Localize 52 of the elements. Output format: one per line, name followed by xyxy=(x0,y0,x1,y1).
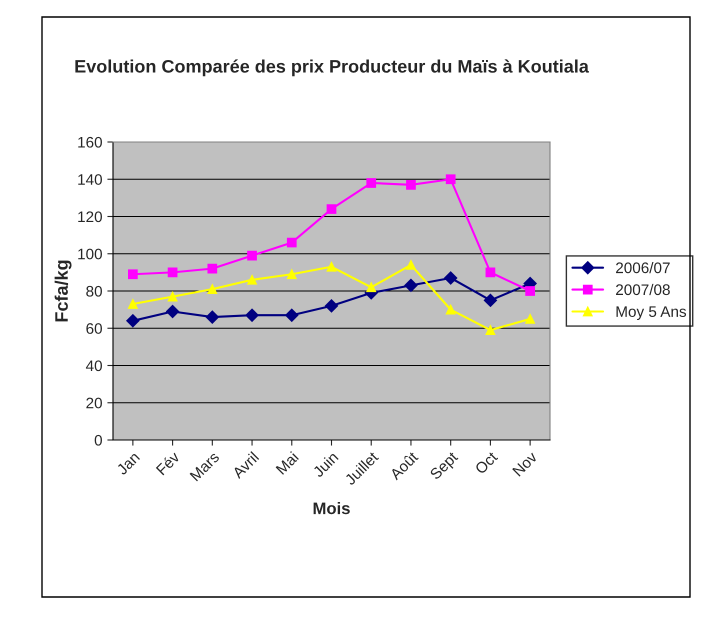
point xyxy=(525,314,535,324)
point xyxy=(168,268,178,278)
y-tick-label: 160 xyxy=(78,136,102,148)
point xyxy=(484,294,497,307)
y-tick-label: 80 xyxy=(86,286,102,297)
point xyxy=(285,308,298,322)
point xyxy=(406,260,416,270)
y-tick-label: 60 xyxy=(86,323,102,334)
chart-title: Evolution Comparée des prix Producteur du Maïs à Koutiala xyxy=(75,59,589,76)
point xyxy=(206,310,219,324)
point xyxy=(366,282,376,292)
x-tick-label: Juin xyxy=(312,451,339,478)
y-tick-label: 120 xyxy=(78,211,102,222)
legend-label: 2006/07 xyxy=(616,262,670,274)
x-tick-label: Fév xyxy=(155,450,180,476)
point xyxy=(326,262,336,272)
point xyxy=(245,308,259,322)
y-axis-title: Fcfa/kg xyxy=(54,260,72,322)
point xyxy=(366,178,376,188)
point xyxy=(247,274,257,285)
point xyxy=(446,174,456,184)
point xyxy=(486,268,496,278)
point xyxy=(324,299,338,312)
y-tick-label: 40 xyxy=(86,360,102,372)
legend-label: 2007/08 xyxy=(616,284,670,296)
point xyxy=(207,284,218,294)
point xyxy=(406,180,416,190)
x-tick-label: Nov xyxy=(512,450,538,477)
point xyxy=(326,204,336,214)
x-axis-title: Mois xyxy=(314,502,350,514)
point xyxy=(286,238,297,248)
x-tick-label: Mai xyxy=(275,451,299,475)
x-tick-label: Jan xyxy=(116,452,140,476)
point xyxy=(128,299,138,309)
point xyxy=(486,325,496,335)
y-tick-label: 100 xyxy=(78,248,102,260)
point xyxy=(446,304,456,314)
point xyxy=(404,278,418,292)
y-tick-label: 140 xyxy=(78,174,102,185)
point xyxy=(207,264,218,274)
point xyxy=(166,304,180,318)
point xyxy=(525,286,535,296)
point xyxy=(247,250,257,260)
point xyxy=(444,271,458,285)
point xyxy=(128,269,138,280)
point xyxy=(286,269,297,280)
point xyxy=(168,292,178,302)
y-tick-label: 0 xyxy=(94,434,102,446)
y-tick-label: 20 xyxy=(86,398,102,408)
point xyxy=(126,314,140,328)
x-tick-label: Oct xyxy=(474,450,498,475)
legend-label: Moy 5 Ans xyxy=(616,306,686,320)
